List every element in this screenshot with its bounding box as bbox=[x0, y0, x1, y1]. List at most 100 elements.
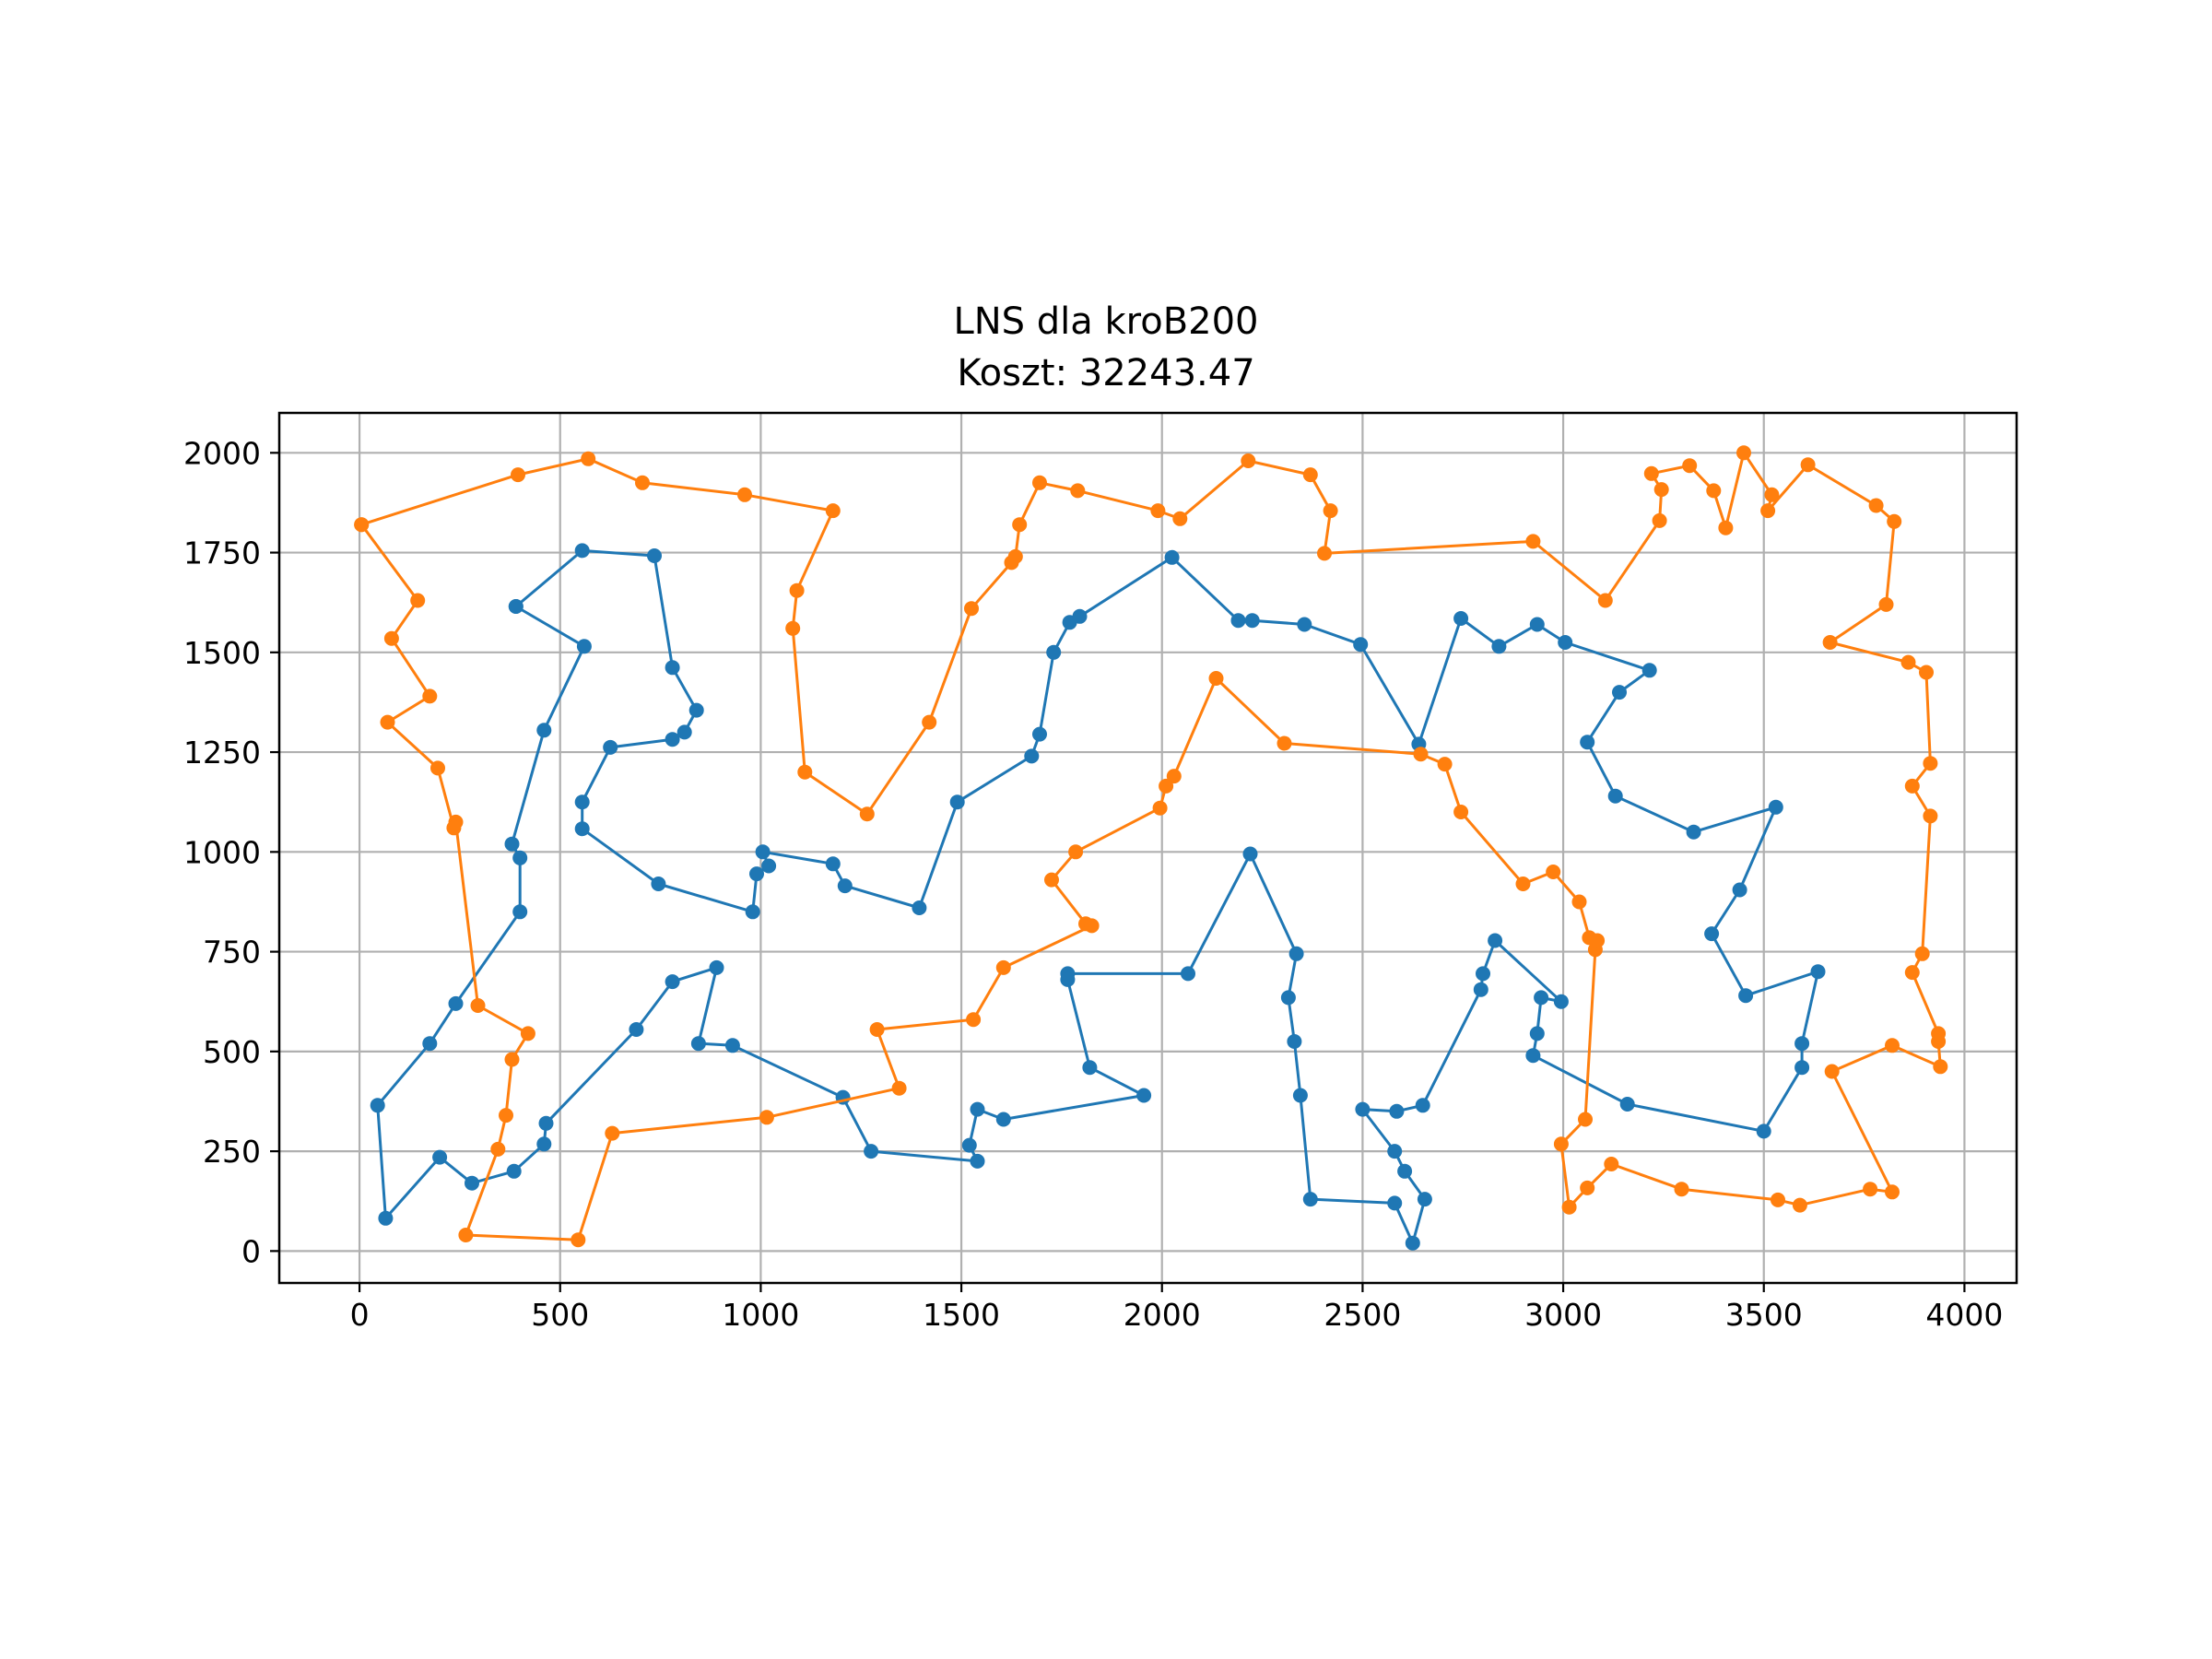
city-point bbox=[1868, 498, 1884, 513]
city-point bbox=[1488, 933, 1503, 948]
city-point bbox=[1641, 663, 1657, 678]
city-point bbox=[761, 858, 777, 874]
city-point bbox=[922, 714, 937, 730]
city-point bbox=[651, 877, 666, 891]
city-point bbox=[724, 1038, 740, 1053]
city-point bbox=[1736, 445, 1751, 461]
city-point bbox=[536, 723, 552, 738]
x-tick-label: 2000 bbox=[1124, 1297, 1201, 1333]
city-point bbox=[1824, 1064, 1840, 1079]
city-point bbox=[1515, 877, 1531, 891]
city-point bbox=[354, 517, 370, 533]
city-point bbox=[1032, 475, 1047, 490]
city-point bbox=[1353, 637, 1369, 653]
city-point bbox=[1885, 1038, 1900, 1053]
city-point bbox=[1529, 1026, 1545, 1041]
city-point bbox=[1582, 930, 1597, 946]
city-point bbox=[511, 467, 525, 483]
city-point bbox=[1571, 894, 1587, 910]
city-point bbox=[1561, 1199, 1577, 1215]
city-point bbox=[1643, 465, 1659, 481]
city-point bbox=[665, 732, 680, 747]
city-point bbox=[506, 1163, 522, 1179]
x-tick-label: 1500 bbox=[923, 1297, 1000, 1333]
city-point bbox=[677, 724, 692, 740]
city-point bbox=[665, 660, 680, 676]
city-point bbox=[1878, 596, 1894, 612]
y-tick-label: 1500 bbox=[183, 635, 261, 671]
city-point bbox=[745, 904, 760, 920]
city-point bbox=[629, 1022, 644, 1037]
city-point bbox=[825, 503, 841, 519]
y-tick-label: 500 bbox=[203, 1034, 261, 1070]
city-point bbox=[647, 548, 662, 563]
series-layer bbox=[354, 445, 1948, 1251]
city-point bbox=[1686, 824, 1701, 840]
city-point bbox=[378, 1210, 394, 1226]
city-point bbox=[1919, 665, 1934, 680]
city-point bbox=[1413, 747, 1429, 762]
axis-ticks: 0 500 1000 1500 2000 2500 3000 3500 4000 0 250 500 7… bbox=[183, 435, 2003, 1333]
city-point bbox=[1230, 613, 1246, 629]
city-point bbox=[571, 1232, 586, 1248]
city-point bbox=[1810, 964, 1826, 980]
city-point bbox=[1887, 513, 1902, 529]
city-point bbox=[737, 487, 752, 502]
city-point bbox=[1760, 503, 1776, 519]
y-tick-label: 1000 bbox=[183, 834, 261, 870]
city-point bbox=[1397, 1163, 1413, 1179]
city-point bbox=[1242, 846, 1258, 862]
city-point bbox=[446, 820, 462, 836]
city-point bbox=[1529, 617, 1545, 632]
city-point bbox=[1706, 483, 1722, 499]
city-point bbox=[1546, 865, 1561, 879]
city-point bbox=[1704, 926, 1720, 942]
city-point bbox=[504, 836, 520, 852]
city-point bbox=[964, 601, 979, 617]
tour-series bbox=[354, 445, 1948, 1248]
city-point bbox=[1794, 1060, 1810, 1076]
city-point bbox=[755, 844, 771, 860]
city-point bbox=[465, 1175, 479, 1191]
city-point bbox=[1415, 1098, 1430, 1113]
city-point bbox=[581, 451, 596, 466]
x-tick-label: 3500 bbox=[1725, 1297, 1803, 1333]
city-point bbox=[1172, 511, 1188, 526]
city-point bbox=[966, 1012, 982, 1028]
city-point bbox=[1208, 671, 1224, 686]
city-point bbox=[1060, 971, 1076, 987]
x-tick-label: 4000 bbox=[1925, 1297, 2003, 1333]
city-point bbox=[1012, 517, 1028, 533]
city-point bbox=[1525, 534, 1541, 549]
x-tick-label: 1000 bbox=[722, 1297, 799, 1333]
city-point bbox=[432, 1149, 448, 1165]
city-point bbox=[1292, 1088, 1308, 1103]
city-point bbox=[970, 1101, 985, 1117]
city-point bbox=[1277, 735, 1292, 751]
city-point bbox=[1771, 1192, 1785, 1207]
city-point bbox=[1900, 654, 1916, 670]
city-point bbox=[1387, 1144, 1403, 1159]
city-point bbox=[1473, 982, 1488, 997]
city-point bbox=[1046, 644, 1062, 660]
city-point bbox=[410, 593, 426, 608]
city-point bbox=[1437, 757, 1453, 772]
city-point bbox=[1607, 788, 1623, 804]
city-point bbox=[574, 794, 590, 810]
city-point bbox=[1317, 546, 1332, 561]
city-point bbox=[1244, 613, 1260, 629]
city-point bbox=[1732, 882, 1747, 898]
city-point bbox=[891, 1080, 907, 1096]
city-point bbox=[912, 900, 927, 915]
city-point bbox=[1885, 1184, 1900, 1200]
city-point bbox=[1674, 1182, 1689, 1197]
city-point bbox=[1241, 453, 1256, 468]
city-point bbox=[1164, 549, 1180, 565]
city-point bbox=[1150, 503, 1166, 519]
city-point bbox=[1491, 639, 1507, 654]
city-point bbox=[512, 850, 528, 865]
city-point bbox=[1032, 726, 1047, 742]
city-point bbox=[1800, 457, 1816, 473]
